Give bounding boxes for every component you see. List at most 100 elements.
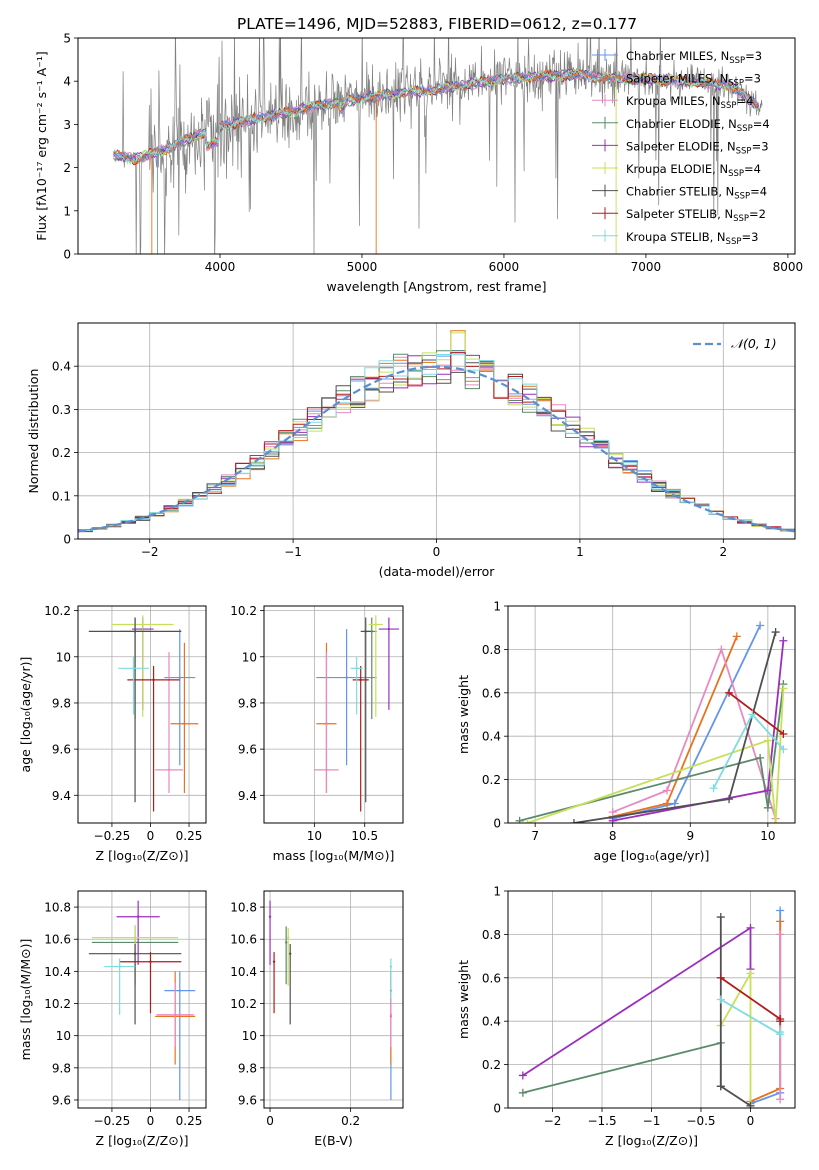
x-tick-label: 1 [576,545,584,559]
data-point [325,768,328,772]
panel-mass_vs_EBV: 0 0.2 9.6 9.8 10 10.2 10.4 10.6 10.8 E(B-V) [230,890,404,1148]
panel-residuals: −2 −1 0 1 2 0 0.1 0.2 0.3 0.4 (data-model)/error No… [26,322,796,579]
legend-subscript: SSP [721,101,737,111]
weight-marker [716,973,725,982]
x-tick-label: −0.25 [94,829,131,843]
plot-area-mass_vs_EBV [264,891,403,1108]
plot-area-massweight_vs_Z [508,891,795,1108]
weight-marker [771,819,780,823]
panel-spectrum: 4000 5000 6000 7000 8000 0 1 2 3 4 5 wavelength [An… [34,32,803,295]
y-tick-label: 0.4 [482,1015,501,1029]
panel-massweight_vs_Z: −2 −1.5 −1 −0.5 0 0 0.2 0.4 0.6 0.8 1 Z [log₁₀(Z/Z⊙… [456,885,796,1148]
legend-entry: Salpeter STELIB, NSSP=2 [626,207,766,224]
data-point [141,623,144,626]
y-tick-label: 10.2 [230,604,257,618]
y-tick-label: 2 [63,161,71,175]
weight-line-c6 [527,688,785,823]
y-axis-label: age [log₁₀(age/yr)] [18,657,33,773]
y-tick-label: 9.6 [238,743,257,757]
y-tick-label: 1 [63,204,71,218]
data-point [359,678,362,682]
legend-text: Kroupa ELODIE, N [626,162,728,176]
legend-text: Chabrier ELODIE, N [626,117,737,131]
axes-frame [77,322,796,540]
y-axis-label: mass weight [456,675,471,754]
axes-frame [77,890,207,1109]
x-tick-label: −0.25 [94,1114,131,1128]
weight-marker [746,923,755,932]
y-tick-label: 4 [63,75,71,89]
data-point [136,915,140,918]
x-tick-label: 10 [760,829,775,843]
y-axis-label: mass weight [456,960,471,1039]
weight-marker [608,808,617,817]
y-tick-label: 0.6 [482,686,501,700]
y-tick-label: 9.8 [238,1061,257,1075]
legend-text: Kroupa STELIB, N [626,230,726,244]
y-tick-label: 0.2 [482,1058,501,1072]
data-point [133,630,137,633]
plot-area-age_vs_Z [78,606,206,823]
y-tick-label: 0.3 [52,403,71,417]
y-tick-label: 10.6 [44,933,71,947]
legend-entry: 𝒩(0, 1) [731,336,777,351]
legend-suffix: =3 [744,72,761,86]
data-point [370,630,373,633]
x-tick-label: 9 [686,829,694,843]
weight-marker [776,1017,785,1026]
data-point [387,627,391,631]
axes-frame [77,37,796,255]
y-tick-label: 9.8 [52,696,71,710]
y-axis-label: mass [log₁₀(M/M⊙)] [18,939,33,1061]
weight-marker [569,819,578,823]
data-point [152,678,155,682]
legend-subscript: SSP [728,79,744,89]
x-tick-label: 0 [433,545,441,559]
weight-line-c2 [612,636,738,818]
y-tick-label: 10.4 [230,965,257,979]
y-tick-label: 9.4 [238,789,257,803]
plot-area-mass_vs_Z [78,891,206,1108]
weight-marker [716,995,725,1004]
plot-area-age_vs_mass [264,606,403,823]
weight-marker [771,628,780,637]
data-point [178,676,181,679]
weight-marker [779,730,788,739]
y-tick-label: 9.6 [238,1093,257,1107]
axes-frame [507,605,796,824]
x-tick-label: −0.5 [686,1114,715,1128]
weight-marker [523,819,532,823]
legend-text: Kroupa MILES, N [626,94,721,108]
weight-marker [717,645,726,654]
data-point [345,676,348,679]
weight-marker [763,803,772,812]
x-tick-label: 2 [719,545,727,559]
legend-text: Salpeter MILES, N [626,72,728,86]
panel-age_vs_mass: 10 10.5 9.4 9.6 9.8 10 10.2 mass [log₁₀(M/M⊙)] [230,604,404,863]
weight-marker [716,913,725,922]
y-tick-label: 0.8 [482,928,501,942]
legend-entry: Salpeter ELODIE, NSSP=3 [626,139,769,156]
weight-marker [725,688,734,697]
weight-marker [709,784,718,793]
panel-mass_vs_Z: −0.25 0 0.25 9.6 9.8 10 10.2 10.4 10.6 10.8 Z [log… [18,890,207,1148]
spectrum-model-line-c2 [113,68,759,165]
y-tick-label: 10.2 [44,997,71,1011]
y-tick-label: 1 [493,885,501,899]
x-tick-label: 4000 [205,260,236,274]
data-point [364,630,367,633]
weight-marker [608,816,617,823]
weight-marker [779,684,788,693]
x-tick-label: 10.5 [351,829,378,843]
x-tick-label: 0.2 [341,1114,360,1128]
figure-title: PLATE=1496, MJD=52883, FIBERID=0612, z=0… [237,15,637,33]
x-tick-label: 7000 [631,260,662,274]
legend-subscript: SSP [726,237,742,247]
legend-text: Chabrier STELIB, N [626,185,734,199]
weight-marker [763,786,772,795]
x-tick-label: 0.25 [176,1114,203,1128]
y-tick-label: 10.8 [44,901,71,915]
weight-marker [746,969,755,978]
x-tick-label: 0 [747,1114,755,1128]
x-tick-label: −1 [284,545,302,559]
